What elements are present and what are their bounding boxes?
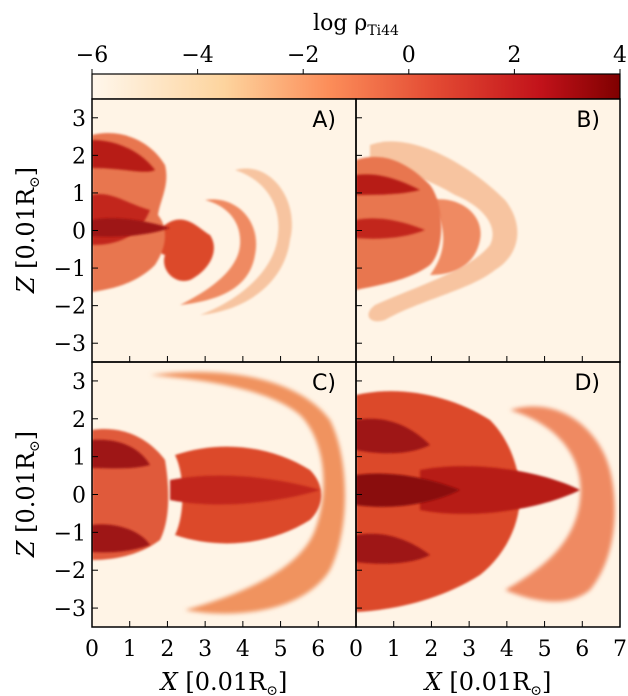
colorbar-tick-label: −6: [76, 43, 108, 68]
colorbar-ticks: −6 −4 −2 0 2 4: [76, 43, 627, 74]
x-tick-label: 1: [387, 637, 401, 662]
x-tick-label: 0: [85, 637, 99, 662]
colorbar-tick-label: −2: [287, 43, 319, 68]
colorbar-tick-label: 4: [613, 43, 627, 68]
x-tick-label: 3: [198, 637, 212, 662]
panel-c-left-dense-2: [92, 524, 150, 553]
x-tick-label: 5: [538, 637, 552, 662]
panel-a-mid-arc: [180, 199, 257, 305]
y-tick-label: 1: [72, 446, 86, 471]
y-tick-label: −2: [54, 559, 86, 584]
panel-a-jet: [92, 218, 170, 237]
panel-a-inner-plume: [153, 219, 214, 281]
y-tick-label: −3: [54, 332, 86, 357]
panel-d-outer-shell: [505, 406, 615, 602]
x-tick-label: 5: [274, 637, 288, 662]
panels: [92, 99, 620, 627]
colorbar-bar: [91, 73, 621, 100]
axis-titles: X [0.01R⊙] X [0.01R⊙] Z [0.01R⊙] Z [0.01…: [12, 167, 551, 696]
x-tick-label: 6: [311, 637, 325, 662]
panel-b: [356, 99, 620, 362]
y-tick-label: −3: [54, 597, 86, 622]
panel-label-d: D): [574, 371, 600, 396]
panel-b-jet: [356, 218, 425, 239]
y-axis-title-top: Z [0.01R⊙]: [12, 167, 43, 294]
x-tick-label: 6: [575, 637, 589, 662]
x-tick-label: 2: [160, 637, 174, 662]
panel-d-jet: [420, 466, 580, 514]
panel-a-dense-top: [92, 140, 155, 172]
x-tick-label: 4: [500, 637, 514, 662]
panel-label-c: C): [312, 371, 336, 396]
panel-b-mid: [430, 199, 481, 275]
y-tick-label: 1: [72, 182, 86, 207]
y-tick-label: 0: [72, 220, 86, 245]
panel-d: [356, 362, 620, 627]
colorbar-tick-label: 0: [402, 43, 416, 68]
panel-a-outer-arc: [200, 168, 292, 315]
y-axis-title-bottom: Z [0.01R⊙]: [12, 431, 43, 558]
y-tick-label: 3: [72, 107, 86, 132]
colorbar: log ρTi44 −6 −4 −2 0 2 4: [76, 11, 627, 100]
colorbar-tick-label: 2: [507, 43, 521, 68]
x-tick-label: 7: [613, 637, 627, 662]
y-tick-label: −2: [54, 295, 86, 320]
x-tick-label: 1: [123, 637, 137, 662]
x-tick-label: 3: [462, 637, 476, 662]
x-tick-label: 0: [349, 637, 363, 662]
panel-labels: A) B) C) D): [312, 108, 600, 396]
y-tick-label: 2: [72, 144, 86, 169]
colorbar-label: log ρ: [313, 11, 367, 36]
y-tick-label: −1: [54, 521, 86, 546]
panel-c: [92, 362, 356, 627]
y-tick-label: 0: [72, 484, 86, 509]
y-tick-label: 3: [72, 370, 86, 395]
x-axis-title-left: X [0.01R⊙]: [159, 668, 288, 696]
panel-label-a: A): [312, 108, 336, 133]
panel-b-outer-shell: [368, 141, 518, 322]
colorbar-title: log ρTi44: [313, 11, 399, 39]
x-axis-title-right: X [0.01R⊙]: [423, 668, 552, 696]
panel-d-left-dense: [356, 418, 430, 454]
panel-b-dense-band: [356, 174, 420, 195]
colorbar-label-sub: Ti44: [367, 23, 399, 39]
colorbar-tick-label: −4: [181, 43, 213, 68]
y-tick-label: −1: [54, 257, 86, 282]
x-tick-label: 4: [236, 637, 250, 662]
panel-d-core: [356, 473, 460, 507]
panel-label-b: B): [576, 108, 600, 133]
panel-c-jet-core: [170, 475, 320, 505]
panel-c-left-dense: [92, 439, 150, 469]
x-tick-label: 2: [424, 637, 438, 662]
panel-a: [92, 99, 356, 362]
panel-d-left-dense-2: [356, 533, 430, 564]
y-tick-label: 2: [72, 408, 86, 433]
